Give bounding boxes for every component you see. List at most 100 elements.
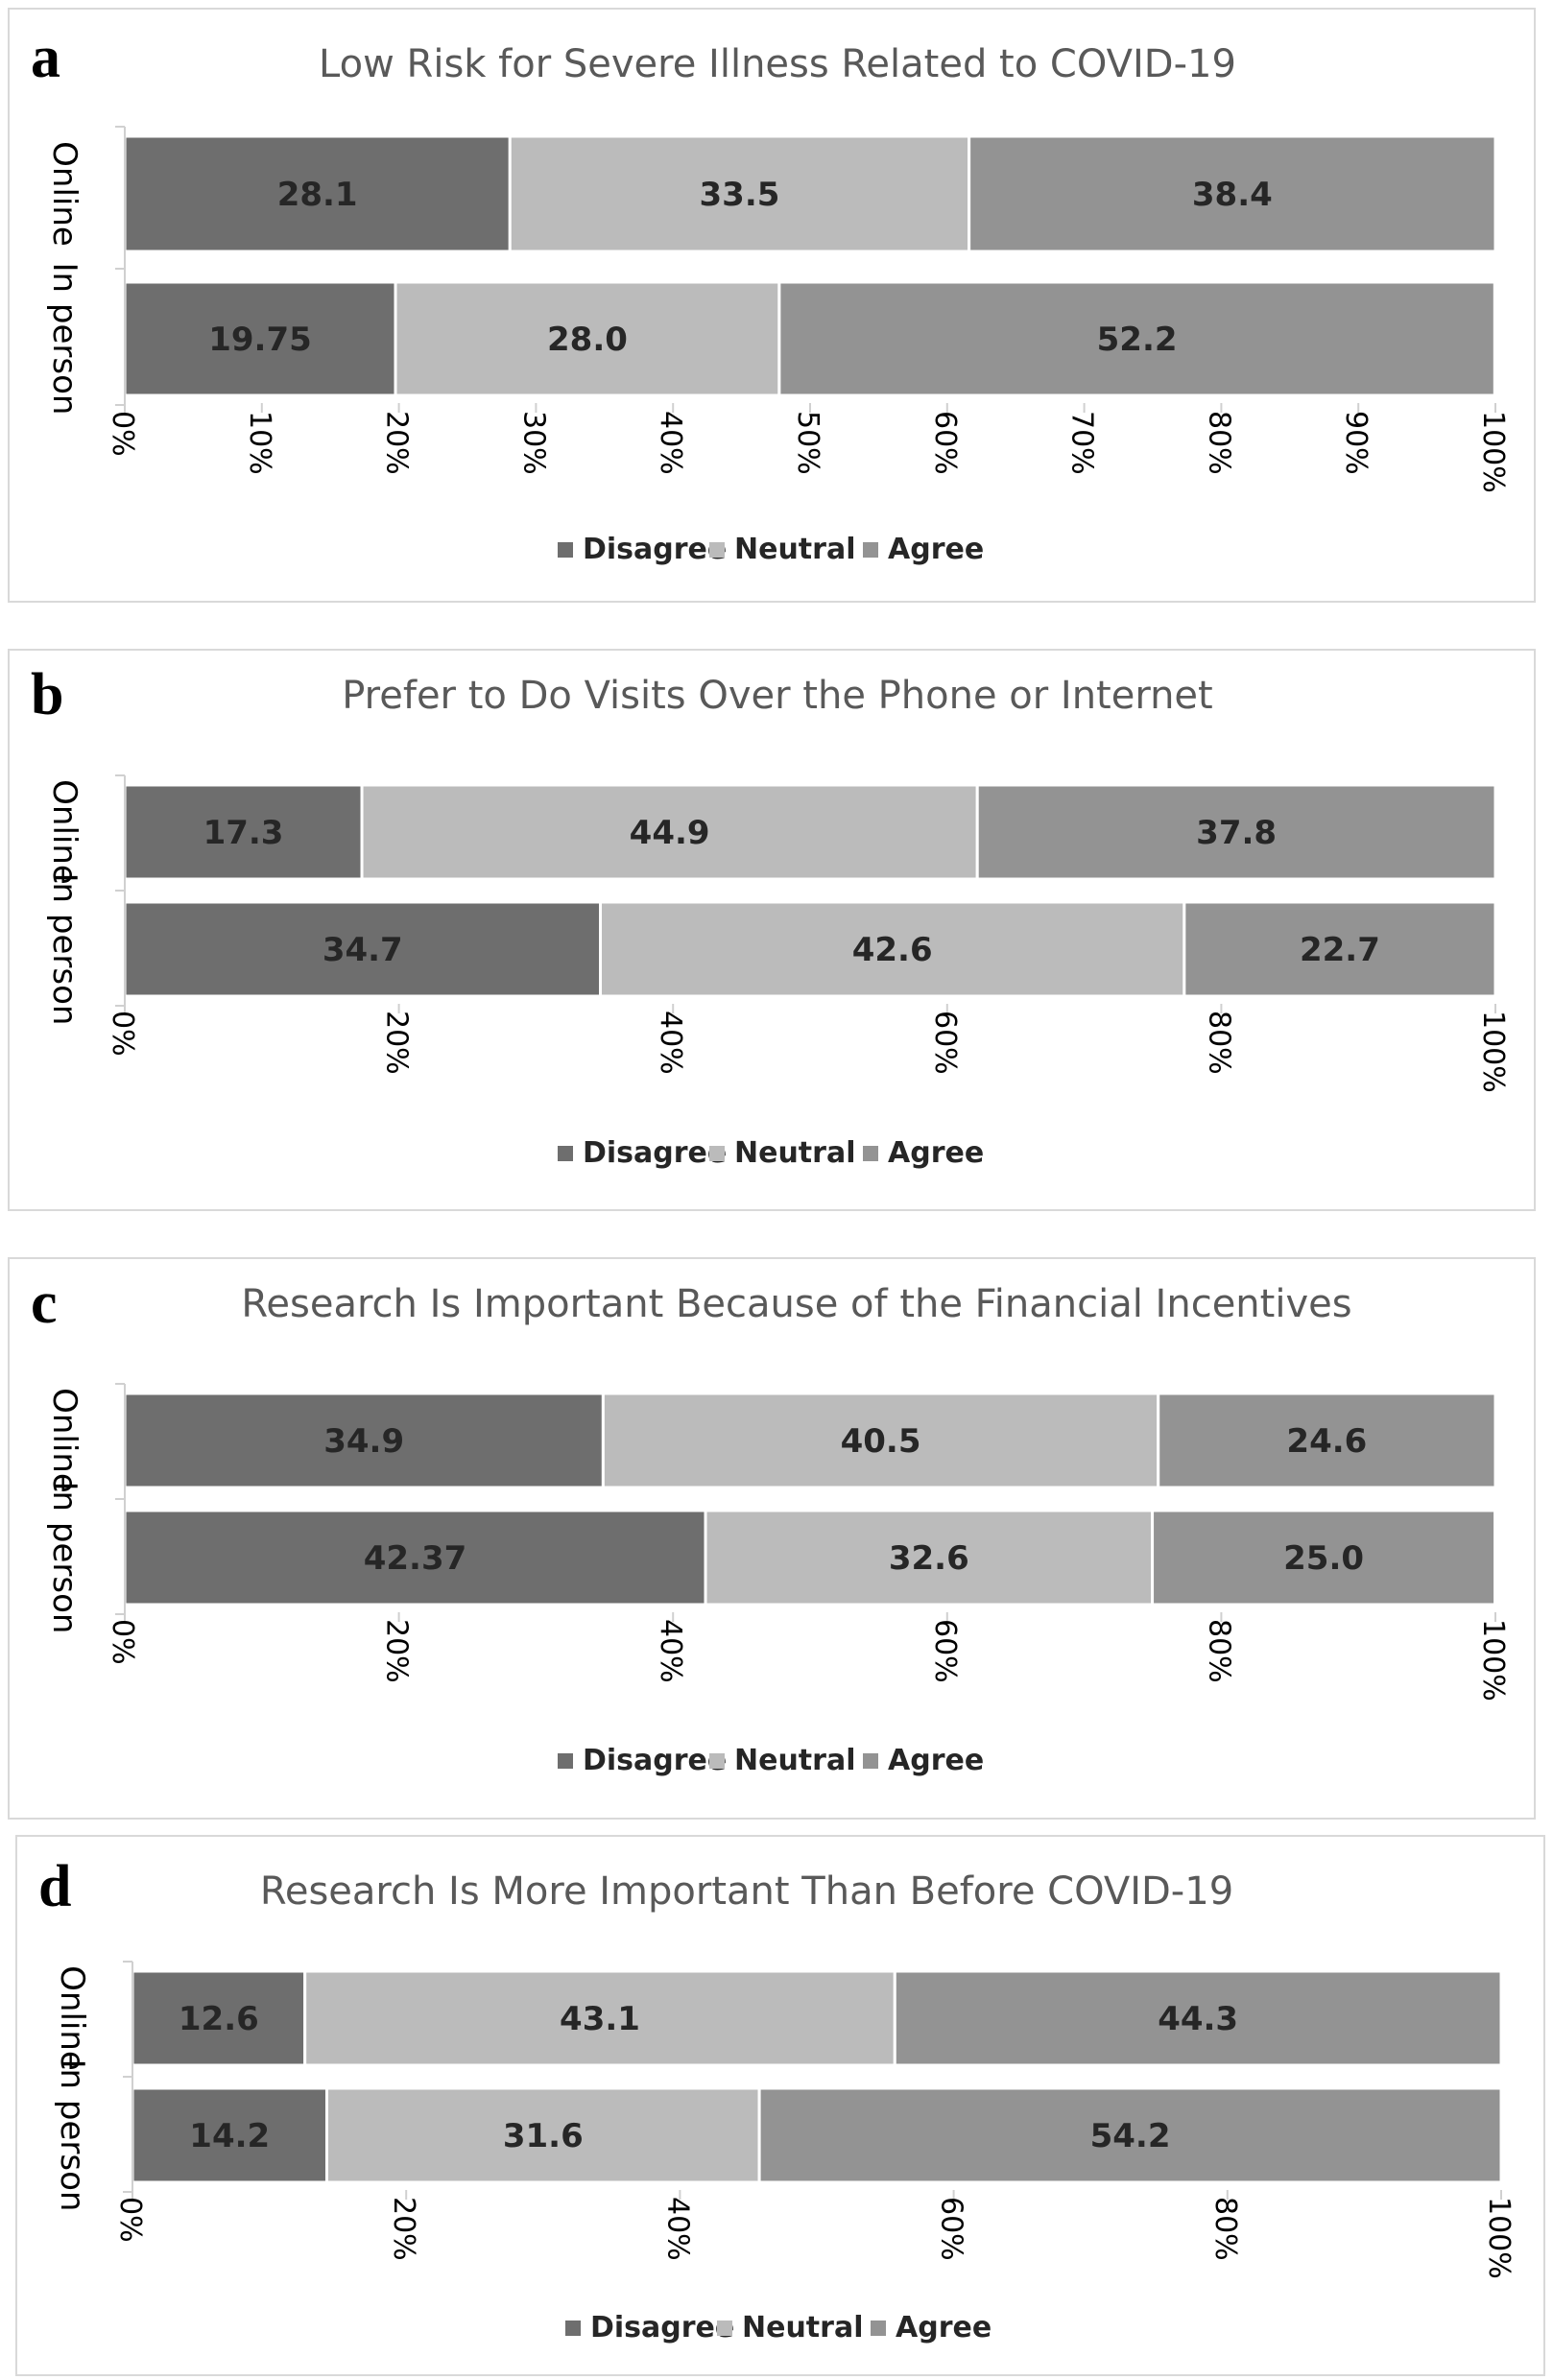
legend-label: Neutral [734, 533, 855, 566]
bar-segment-agree [975, 783, 1497, 881]
chart-panel-a: a Low Risk for Severe Illness Related to … [8, 8, 1536, 603]
x-tick-label: 60% [935, 2197, 968, 2261]
data-label: 24.6 [1286, 1422, 1367, 1461]
data-label: 33.5 [700, 176, 780, 214]
legend-swatch-agree [863, 1753, 878, 1769]
x-tick-label: 20% [380, 1619, 414, 1683]
bar-segment-neutral [704, 1509, 1155, 1606]
data-label: 43.1 [560, 2000, 640, 2038]
legend-swatch-disagree [565, 2320, 581, 2336]
panel-label: a [31, 25, 60, 90]
x-tick-label: 100% [1476, 1011, 1510, 1093]
data-label: 32.6 [889, 1539, 969, 1578]
data-label: 44.9 [630, 814, 710, 852]
category-label: In person [45, 1482, 84, 1634]
legend-label: Disagree [590, 2311, 734, 2344]
x-tick-label: 100% [1482, 2197, 1516, 2279]
legend-swatch-neutral [709, 542, 725, 558]
legend-label: Agree [896, 2311, 992, 2344]
legend-label: Agree [888, 533, 984, 566]
data-label: 54.2 [1090, 2117, 1171, 2155]
x-tick-label: 10% [243, 411, 276, 475]
legend-swatch-agree [871, 2320, 886, 2336]
data-label: 38.4 [1192, 176, 1273, 214]
data-label: 17.3 [203, 814, 284, 852]
data-label: 44.3 [1158, 2000, 1238, 2038]
data-label: 52.2 [1097, 321, 1178, 359]
x-tick-label: 40% [654, 1011, 687, 1075]
legend-swatch-agree [863, 542, 878, 558]
bar-segment-disagree [123, 1392, 605, 1489]
bar-segment-agree [777, 280, 1496, 397]
x-tick-label: 100% [1476, 1619, 1510, 1702]
x-tick-label: 40% [654, 1619, 687, 1683]
category-label: In person [45, 873, 84, 1026]
bar-segment-agree [757, 2086, 1503, 2184]
x-tick-label: 70% [1065, 411, 1099, 475]
chart-panel-b: b Prefer to Do Visits Over the Phone or I… [8, 649, 1536, 1211]
category-label: In person [53, 2059, 91, 2212]
category-label: In person [45, 263, 84, 416]
x-tick-label: 90% [1339, 411, 1373, 475]
x-tick-label: 0% [106, 411, 139, 457]
x-tick-label: 60% [928, 1619, 962, 1683]
legend-label: Disagree [583, 1744, 727, 1777]
legend-label: Disagree [583, 1136, 727, 1170]
legend-label: Neutral [734, 1136, 855, 1170]
x-tick-label: 80% [1202, 411, 1235, 475]
bar-segment-disagree [123, 134, 512, 253]
legend-label: Disagree [583, 533, 727, 566]
bar-segment-neutral [360, 783, 979, 881]
x-tick-label: 80% [1202, 1619, 1235, 1683]
bar-segment-agree [1151, 1509, 1497, 1606]
data-label: 42.6 [852, 931, 933, 969]
stacked-bar-chart: b Prefer to Do Visits Over the Phone or I… [31, 662, 1510, 1170]
x-tick-label: 20% [380, 1011, 414, 1075]
category-label: Online [53, 1965, 91, 2071]
panel-label: b [31, 662, 63, 727]
legend-label: Neutral [734, 1744, 855, 1777]
category-label: Online [45, 141, 84, 247]
legend-swatch-neutral [709, 1753, 725, 1769]
data-label: 34.9 [323, 1422, 404, 1461]
data-label: 25.0 [1283, 1539, 1364, 1578]
data-label: 28.0 [547, 321, 628, 359]
x-tick-label: 50% [791, 411, 824, 475]
legend-swatch-disagree [558, 542, 573, 558]
x-tick-label: 20% [380, 411, 414, 475]
x-tick-label: 100% [1476, 411, 1510, 493]
bar-segment-agree [1183, 900, 1497, 998]
data-label: 37.8 [1196, 814, 1277, 852]
x-tick-label: 40% [660, 2197, 694, 2261]
data-label: 28.1 [277, 176, 358, 214]
legend-swatch-disagree [558, 1146, 573, 1161]
data-label: 14.2 [189, 2117, 270, 2155]
legend-label: Neutral [742, 2311, 863, 2344]
category-label: Online [45, 779, 84, 885]
x-tick-label: 0% [106, 1011, 139, 1057]
legend-label: Agree [888, 1136, 984, 1170]
bar-segment-neutral [394, 280, 781, 397]
data-label: 40.5 [841, 1422, 921, 1461]
legend-swatch-neutral [717, 2320, 732, 2336]
data-label: 12.6 [179, 2000, 259, 2038]
bar-segment-disagree [123, 783, 364, 881]
chart-panel-d: d Research Is More Important Than Before … [15, 1835, 1545, 2376]
x-tick-label: 0% [106, 1619, 139, 1665]
bar-segment-neutral [599, 900, 1186, 998]
chart-title: Research Is Important Because of the Fin… [241, 1282, 1351, 1326]
data-label: 31.6 [503, 2117, 584, 2155]
panel-label: d [38, 1854, 71, 1919]
bar-segment-agree [968, 134, 1497, 253]
bar-segment-neutral [508, 134, 971, 253]
legend-swatch-neutral [709, 1146, 725, 1161]
x-tick-label: 60% [928, 411, 962, 475]
chart-title: Research Is More Important Than Before C… [260, 1869, 1233, 1914]
stacked-bar-chart: a Low Risk for Severe Illness Related to … [31, 25, 1510, 566]
bar-segment-disagree [131, 1969, 307, 2067]
bar-segment-neutral [303, 1969, 896, 2067]
data-label: 42.37 [364, 1539, 467, 1578]
panel-label: c [31, 1271, 58, 1336]
data-label: 19.75 [208, 321, 312, 359]
x-tick-label: 80% [1208, 2197, 1242, 2261]
